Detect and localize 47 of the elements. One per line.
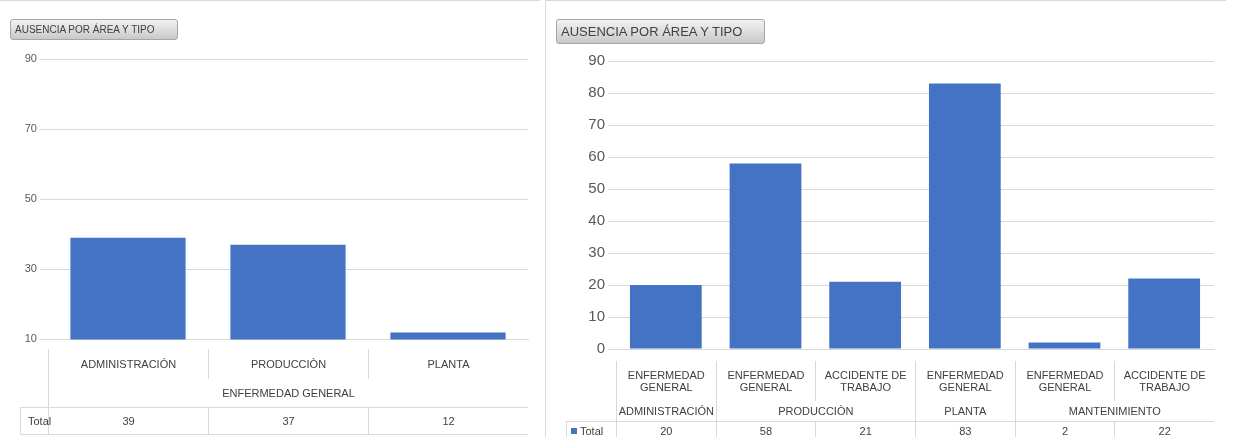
x-tick-label: ACCIDENTE DE TRABAJO [815,361,915,401]
x-tick-label: ENFERMEDAD GENERAL [616,361,716,401]
x-tick-label: ENFERMEDAD GENERAL [715,361,816,401]
bar [729,163,802,349]
text: PLANTA [915,401,1015,421]
x-tick-label: PLANTA [368,349,528,379]
text: MANTENIMIENTO [1014,401,1214,421]
y-tick-label: 70 [588,115,605,133]
bar [1028,342,1101,349]
y-tick-label: 60 [588,147,605,165]
bar [629,285,702,349]
x-tick-label: PRODUCCIÒN [208,349,368,379]
data-label: 2 [1014,421,1115,437]
data-label: 22 [1114,421,1214,437]
x-tick-label: ENFERMEDAD GENERAL [1014,361,1115,401]
x-tick-label: ACCIDENTE DE TRABAJO [1114,361,1214,401]
y-tick-label: 10 [588,307,605,325]
bar [1128,278,1201,349]
y-tick-label: 20 [588,275,605,293]
data-label: 83 [915,421,1015,437]
text: Total [27,414,52,429]
y-tick-label: 70 [24,122,37,135]
data-label: 58 [715,421,816,437]
x-tick-label: ENFERMEDAD GENERAL [915,361,1015,401]
x-tick-label: ADMINISTRACIÓN [48,349,208,379]
y-tick-label: 50 [24,192,37,205]
bar [829,281,902,349]
chart-title: AUSENCIA POR ÁREA Y TIPO [10,19,178,40]
y-tick-label: 40 [588,211,605,229]
chart-title: AUSENCIA POR ÁREA Y TIPO [556,19,766,44]
data-label: 39 [122,415,135,427]
text: PRODUCCIÒN [715,401,915,421]
y-tick-label: 30 [24,262,37,275]
y-tick-label: 10 [24,332,37,345]
y-tick-label: 50 [588,179,605,197]
y-tick-label: 90 [24,52,37,65]
data-label: 12 [368,407,528,435]
y-tick-label: 80 [588,83,605,101]
data-label: 20 [616,421,716,437]
y-tick-label: 90 [588,51,605,69]
text: ADMINISTRACIÓN [616,401,716,421]
bar [928,83,1001,349]
legend-label: Total [566,421,616,437]
data-label: 21 [815,421,915,437]
y-tick-label: 0 [596,339,605,357]
y-tick-label: 30 [588,243,605,261]
data-label: 37 [208,407,368,435]
